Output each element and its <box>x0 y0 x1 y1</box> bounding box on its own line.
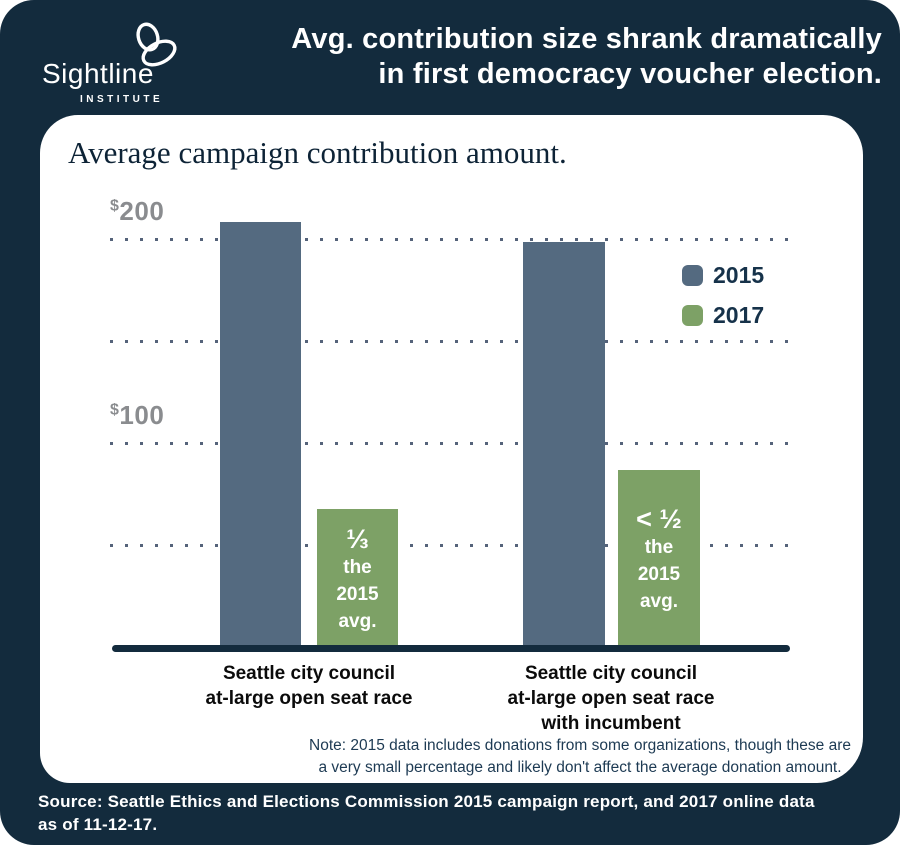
header-title-line1: Avg. contribution size shrank dramatical… <box>291 23 882 55</box>
dollar-sign: $ <box>110 197 120 215</box>
chart-card: Average campaign contribution amount. $2… <box>40 115 863 783</box>
legend-item-2017: 2017 <box>682 302 764 329</box>
y-tick-200: $200 <box>110 196 164 227</box>
legend-label-2015: 2015 <box>713 262 765 288</box>
gridline-150 <box>110 340 792 343</box>
y-tick-200-value: 200 <box>119 196 165 226</box>
x-axis-line <box>112 645 790 652</box>
legend: 2015 2017 <box>682 262 764 329</box>
y-tick-100-value: 100 <box>119 400 165 430</box>
sightline-loop-icon <box>136 22 177 67</box>
x-label-line: at-large open seat race <box>507 688 715 710</box>
source-line1: Source: Seattle Ethics and Elections Com… <box>38 792 815 811</box>
sightline-logo: Sightline INSTITUTE <box>40 18 200 108</box>
annotation-fraction: < ½ <box>636 504 682 534</box>
source-line2: as of 11-12-17. <box>38 814 158 834</box>
gridline-50 <box>110 544 792 547</box>
annotation-line: the <box>343 556 372 578</box>
x-label-line: Seattle city council <box>524 663 698 684</box>
annotation-fraction: ⅓ <box>346 523 369 554</box>
header-title-line2: in first democracy voucher election. <box>378 57 882 90</box>
note-line1: Note: 2015 data includes donations from … <box>309 737 851 754</box>
annotation-line: the <box>644 537 674 558</box>
legend-swatch-2017 <box>682 305 703 326</box>
legend-swatch-2015 <box>682 265 703 286</box>
x-label-line: at-large open seat race <box>205 688 413 710</box>
bar-annotation-incumbent: < ½ the 2015 avg. <box>636 504 682 615</box>
note-line2: a very small percentage and likely don't… <box>318 758 842 776</box>
x-axis-label-open-seat: Seattle city council at-large open seat … <box>159 661 459 711</box>
gridline-100 <box>110 442 792 445</box>
note-text: Note: 2015 data includes donations from … <box>280 735 880 778</box>
logo-subtitle: INSTITUTE <box>80 94 164 105</box>
annotation-line: avg. <box>338 610 377 632</box>
bar-annotation-open-seat: ⅓ the 2015 avg. <box>336 524 378 635</box>
legend-label-2017: 2017 <box>713 302 765 328</box>
dollar-sign: $ <box>110 401 120 419</box>
x-label-line: with incumbent <box>541 713 681 735</box>
chart-title: Average campaign contribution amount. <box>68 135 567 170</box>
logo-wordmark: Sightline <box>42 58 154 89</box>
header-title: Avg. contribution size shrank dramatical… <box>291 22 882 92</box>
bar-2015-incumbent <box>523 242 605 649</box>
gridline-200 <box>110 238 792 241</box>
bar-2015-open-seat <box>220 222 301 649</box>
annotation-line: avg. <box>639 591 678 612</box>
bar-2017-open-seat: ⅓ the 2015 avg. <box>317 509 398 649</box>
legend-item-2015: 2015 <box>682 262 764 289</box>
source-text: Source: Seattle Ethics and Elections Com… <box>38 791 868 837</box>
y-tick-100: $100 <box>110 400 164 431</box>
bar-2017-incumbent: < ½ the 2015 avg. <box>618 470 700 649</box>
annotation-line: 2015 <box>637 564 681 585</box>
annotation-line: 2015 <box>336 583 379 605</box>
x-label-line: Seattle city council <box>222 663 396 684</box>
x-axis-label-incumbent: Seattle city council at-large open seat … <box>461 661 761 736</box>
